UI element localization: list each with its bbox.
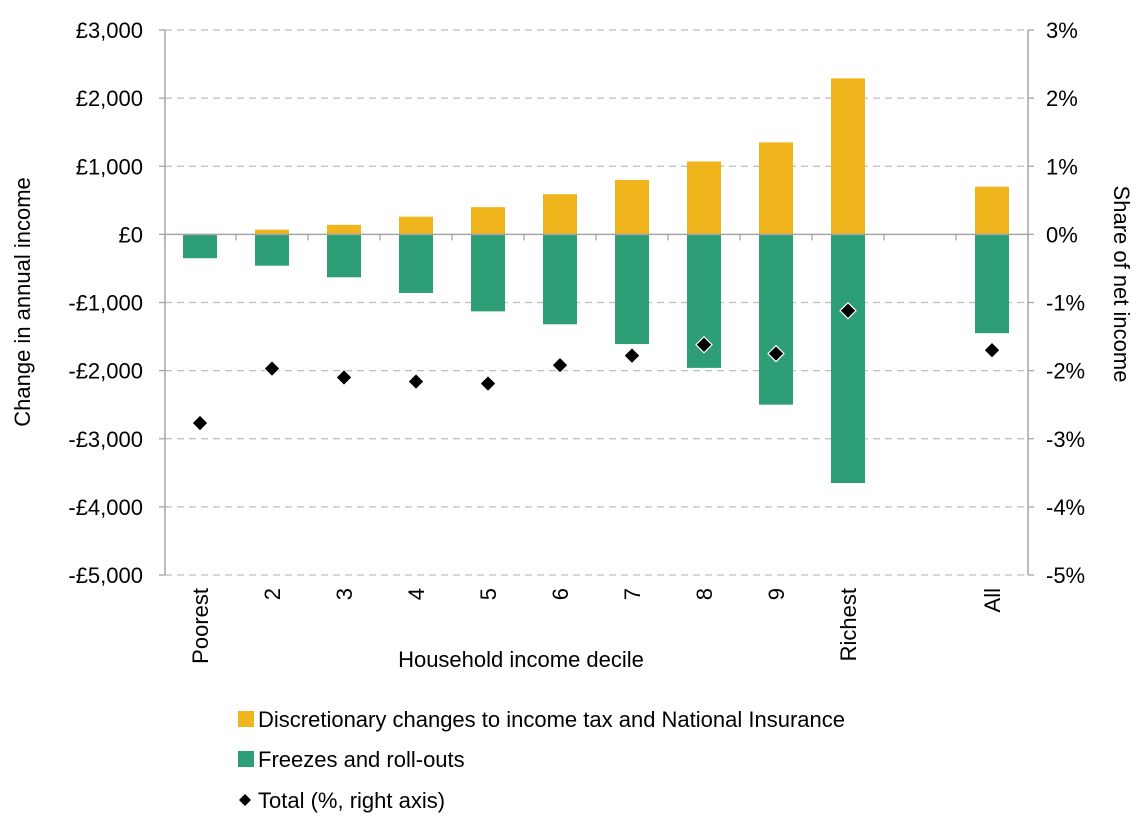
legend-label-freezes: Freezes and roll-outs [258,747,465,772]
bar-freezes-richest [831,234,865,484]
total-marker-3 [335,368,353,387]
y-tick-label-left: -£5,000 [68,563,143,588]
total-marker-richest [839,301,857,320]
y-tick-label-left: -£3,000 [68,427,143,452]
bar-freezes-4 [399,234,433,293]
legend-swatch-discretionary [238,711,254,727]
bar-freezes-poorest [183,235,217,259]
bar-discretionary-2 [255,229,289,235]
x-tick-label-3: 3 [332,588,357,600]
legend-item-total: Total (%, right axis) [239,788,445,813]
total-marker-9 [767,344,785,363]
total-markers [191,301,1001,432]
tick-labels: £3,000 3% £2,000 2% £1,000 1% £0 0% -£1,000 -1% -£… [68,18,1085,664]
bar-discretionary-3 [327,224,361,235]
x-tick-label-5: 5 [476,588,501,600]
bar-freezes-3 [327,234,361,278]
axes [159,29,1034,576]
gridlines [165,29,1028,576]
y-tick-label-right: -4% [1046,495,1085,520]
bar-freezes-2 [255,234,289,266]
bar-discretionary-5 [471,207,505,235]
legend-item-discretionary: Discretionary changes to income tax and … [238,707,845,732]
bar-freezes-5 [471,234,505,312]
y-tick-label-right: 3% [1046,18,1078,43]
bar-discretionary-4 [399,216,433,235]
x-axis-title: Household income decile [398,647,644,672]
bar-freezes-7 [615,234,649,345]
x-tick-label-2: 2 [260,588,285,600]
legend-swatch-freezes [238,751,254,767]
y-tick-label-right: 0% [1046,222,1078,247]
y-tick-label-right: -5% [1046,563,1085,588]
legend-swatch-total-diamond [239,794,251,806]
bar-discretionary-richest [831,78,865,235]
bar-freezes-all [975,234,1009,334]
bar-freezes-9 [759,234,793,405]
y-tick-label-left: -£1,000 [68,291,143,316]
y-tick-label-right: -1% [1046,291,1085,316]
y-tick-label-left: -£2,000 [68,359,143,384]
bar-freezes-6 [543,234,577,325]
x-tick-label-7: 7 [620,588,645,600]
bar-discretionary-7 [615,179,649,235]
x-tick-label-6: 6 [548,588,573,600]
y-axis-title-right: Share of net income [1109,186,1134,383]
total-marker-8 [695,335,713,354]
total-marker-5 [479,374,497,393]
bar-discretionary-6 [543,194,577,235]
y-tick-label-right: -3% [1046,427,1085,452]
legend: Discretionary changes to income tax and … [238,707,845,813]
y-tick-label-right: 2% [1046,86,1078,111]
x-tick-label-9: 9 [764,588,789,600]
total-marker-poorest [191,414,209,432]
y-tick-label-left: £0 [119,222,143,247]
legend-label-discretionary: Discretionary changes to income tax and … [258,707,845,732]
y-tick-label-left: £3,000 [76,18,143,43]
y-tick-label-left: £1,000 [76,154,143,179]
x-tick-label-poorest: Poorest [188,588,213,664]
y-tick-label-left: -£4,000 [68,495,143,520]
bars [183,78,1009,484]
y-tick-label-left: £2,000 [76,86,143,111]
total-marker-7 [623,346,641,365]
x-tick-label-richest: Richest [836,588,861,661]
x-tick-label-8: 8 [692,588,717,600]
y-tick-label-right: -2% [1046,359,1085,384]
bar-discretionary-all [975,186,1009,235]
bar-discretionary-9 [759,142,793,235]
x-tick-label-4: 4 [404,588,429,600]
y-axis-title-left: Change in annual income [10,177,35,427]
legend-item-freezes: Freezes and roll-outs [238,747,465,772]
total-marker-4 [407,372,425,391]
legend-label-total: Total (%, right axis) [258,788,445,813]
total-marker-all [983,341,1001,360]
x-tick-label-all: All [980,588,1005,612]
total-marker-2 [263,359,281,378]
total-marker-6 [551,356,569,375]
y-tick-label-right: 1% [1046,154,1078,179]
bar-discretionary-8 [687,161,721,235]
